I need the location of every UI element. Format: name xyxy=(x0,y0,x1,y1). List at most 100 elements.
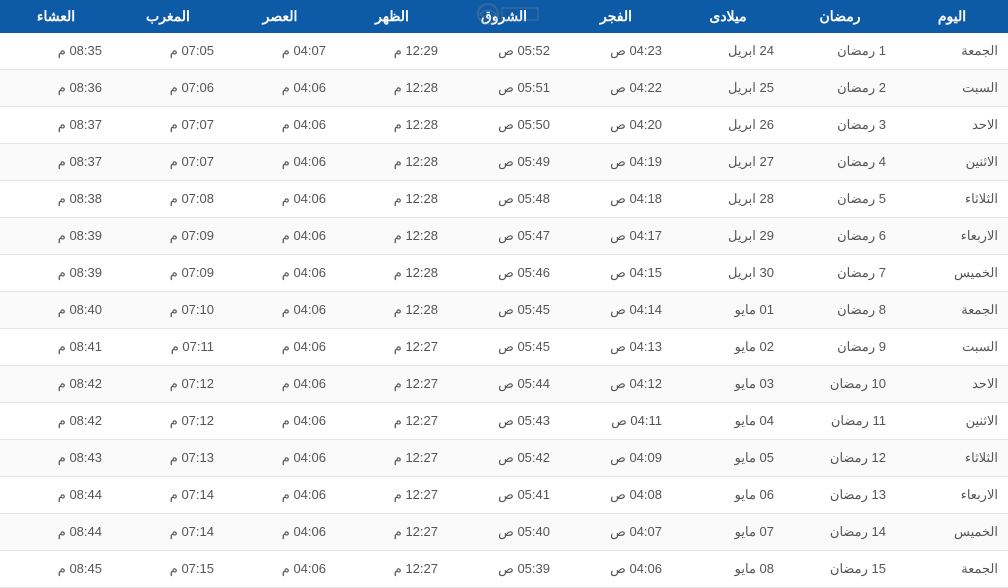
cell: 07:07 م xyxy=(112,107,224,144)
cell: 08:35 م xyxy=(0,33,112,70)
cell: 01 مايو xyxy=(672,292,784,329)
cell: 1 رمضان xyxy=(784,33,896,70)
cell: 24 ابريل xyxy=(672,33,784,70)
cell: 04:06 م xyxy=(224,514,336,551)
cell: 05:41 ص xyxy=(448,477,560,514)
cell: 08:41 م xyxy=(0,329,112,366)
cell: 08:43 م xyxy=(0,440,112,477)
cell: 04:06 م xyxy=(224,403,336,440)
cell: الثلاثاء xyxy=(896,440,1008,477)
table-row: الثلاثاء12 رمضان05 مايو04:09 ص05:42 ص12:… xyxy=(0,440,1008,477)
cell: 04:06 م xyxy=(224,366,336,403)
cell: 04:06 م xyxy=(224,477,336,514)
table-row: الاربعاء6 رمضان29 ابريل04:17 ص05:47 ص12:… xyxy=(0,218,1008,255)
cell: 04:23 ص xyxy=(560,33,672,70)
cell: 04:07 ص xyxy=(560,514,672,551)
cell: 04:09 ص xyxy=(560,440,672,477)
cell: 12:27 م xyxy=(336,403,448,440)
cell: 04:06 م xyxy=(224,218,336,255)
cell: 08:42 م xyxy=(0,403,112,440)
cell: 12:28 م xyxy=(336,181,448,218)
table-row: الاحد3 رمضان26 ابريل04:20 ص05:50 ص12:28 … xyxy=(0,107,1008,144)
cell: 07:12 م xyxy=(112,366,224,403)
cell: 05:43 ص xyxy=(448,403,560,440)
cell: 07:15 م xyxy=(112,551,224,588)
cell: 04:15 ص xyxy=(560,255,672,292)
cell: 4 رمضان xyxy=(784,144,896,181)
cell: 29 ابريل xyxy=(672,218,784,255)
cell: 12:28 م xyxy=(336,255,448,292)
prayer-times-table: اليومرمضانميلادىالفجرالشروقالظهرالعصرالم… xyxy=(0,0,1008,588)
table-header: اليومرمضانميلادىالفجرالشروقالظهرالعصرالم… xyxy=(0,0,1008,33)
cell: 08:44 م xyxy=(0,477,112,514)
cell: 04:06 م xyxy=(224,329,336,366)
cell: 13 رمضان xyxy=(784,477,896,514)
col-header-1: رمضان xyxy=(784,0,896,33)
cell: 07:06 م xyxy=(112,70,224,107)
cell: 04:06 م xyxy=(224,70,336,107)
col-header-6: العصر xyxy=(224,0,336,33)
col-header-3: الفجر xyxy=(560,0,672,33)
cell: 08:37 م xyxy=(0,107,112,144)
table-row: الخميس7 رمضان30 ابريل04:15 ص05:46 ص12:28… xyxy=(0,255,1008,292)
table-row: الاحد10 رمضان03 مايو04:12 ص05:44 ص12:27 … xyxy=(0,366,1008,403)
cell: 04:06 م xyxy=(224,144,336,181)
cell: 12:28 م xyxy=(336,107,448,144)
cell: السبت xyxy=(896,329,1008,366)
cell: 04:06 ص xyxy=(560,551,672,588)
cell: 07:05 م xyxy=(112,33,224,70)
table-row: السبت2 رمضان25 ابريل04:22 ص05:51 ص12:28 … xyxy=(0,70,1008,107)
table-row: السبت9 رمضان02 مايو04:13 ص05:45 ص12:27 م… xyxy=(0,329,1008,366)
cell: 04:08 ص xyxy=(560,477,672,514)
cell: 12:27 م xyxy=(336,477,448,514)
cell: 07:12 م xyxy=(112,403,224,440)
cell: 7 رمضان xyxy=(784,255,896,292)
cell: 2 رمضان xyxy=(784,70,896,107)
cell: 07:13 م xyxy=(112,440,224,477)
cell: 08 مايو xyxy=(672,551,784,588)
cell: 05:48 ص xyxy=(448,181,560,218)
cell: 05:39 ص xyxy=(448,551,560,588)
cell: 08:40 م xyxy=(0,292,112,329)
cell: 12:27 م xyxy=(336,551,448,588)
cell: 05:49 ص xyxy=(448,144,560,181)
cell: 07:08 م xyxy=(112,181,224,218)
cell: 05:47 ص xyxy=(448,218,560,255)
cell: 27 ابريل xyxy=(672,144,784,181)
cell: 04:06 م xyxy=(224,551,336,588)
cell: الخميس xyxy=(896,514,1008,551)
cell: 04:14 ص xyxy=(560,292,672,329)
cell: 04:12 ص xyxy=(560,366,672,403)
cell: 04:17 ص xyxy=(560,218,672,255)
cell: 12:27 م xyxy=(336,440,448,477)
cell: السبت xyxy=(896,70,1008,107)
cell: 04:06 م xyxy=(224,107,336,144)
table-row: الجمعة8 رمضان01 مايو04:14 ص05:45 ص12:28 … xyxy=(0,292,1008,329)
cell: 07:07 م xyxy=(112,144,224,181)
cell: 05:45 ص xyxy=(448,329,560,366)
cell: 08:44 م xyxy=(0,514,112,551)
cell: 08:39 م xyxy=(0,218,112,255)
cell: 04:06 م xyxy=(224,181,336,218)
cell: 04:18 ص xyxy=(560,181,672,218)
cell: 02 مايو xyxy=(672,329,784,366)
cell: 05:52 ص xyxy=(448,33,560,70)
table-row: الاثنين4 رمضان27 ابريل04:19 ص05:49 ص12:2… xyxy=(0,144,1008,181)
cell: 05 مايو xyxy=(672,440,784,477)
cell: الاربعاء xyxy=(896,218,1008,255)
cell: 04:11 ص xyxy=(560,403,672,440)
cell: 03 مايو xyxy=(672,366,784,403)
col-header-4: الشروق xyxy=(448,0,560,33)
cell: 04:07 م xyxy=(224,33,336,70)
cell: 08:38 م xyxy=(0,181,112,218)
cell: 10 رمضان xyxy=(784,366,896,403)
cell: الجمعة xyxy=(896,33,1008,70)
cell: الخميس xyxy=(896,255,1008,292)
cell: 04:19 ص xyxy=(560,144,672,181)
cell: 08:45 م xyxy=(0,551,112,588)
table-body: الجمعة1 رمضان24 ابريل04:23 ص05:52 ص12:29… xyxy=(0,33,1008,588)
cell: 07:09 م xyxy=(112,218,224,255)
cell: 12:28 م xyxy=(336,144,448,181)
cell: 04:06 م xyxy=(224,255,336,292)
cell: 6 رمضان xyxy=(784,218,896,255)
